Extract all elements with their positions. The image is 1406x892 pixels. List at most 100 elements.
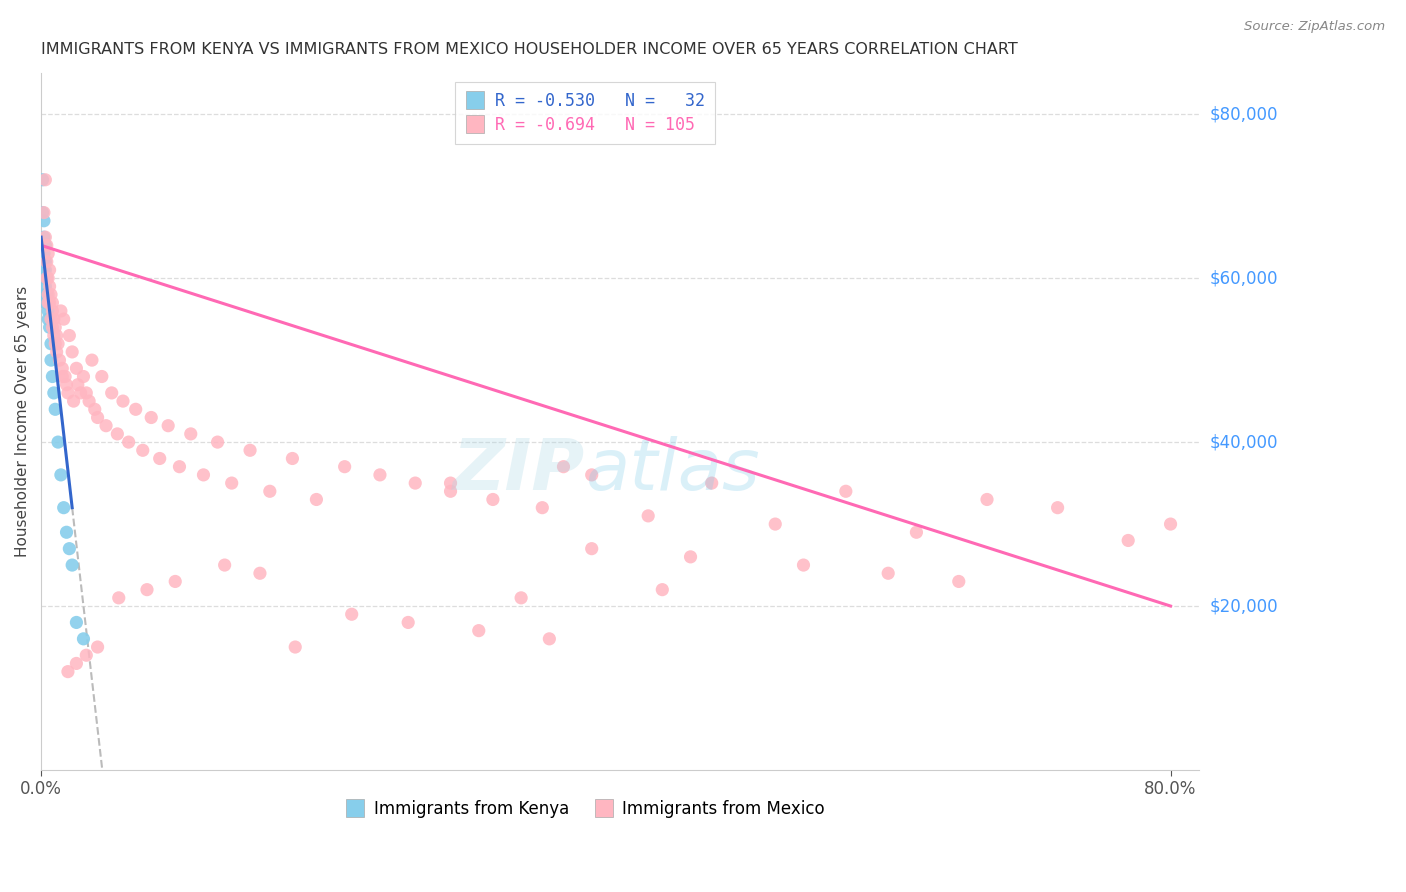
Point [581, 541, 603, 556]
Text: Source: ZipAtlas.com: Source: ZipAtlas.com [1244, 20, 1385, 33]
Point [39, 312, 62, 326]
Point [86, 640, 108, 654]
Point [404, 476, 426, 491]
Point [207, 435, 229, 450]
Point [35, 271, 58, 285]
Point [80, 353, 103, 368]
Text: atlas: atlas [585, 436, 759, 505]
Point [132, 443, 155, 458]
Point [107, 591, 129, 605]
Point [75, 385, 97, 400]
Point [169, 459, 191, 474]
Point [792, 558, 814, 572]
Point [44, 320, 66, 334]
Point [37, 312, 59, 326]
Point [56, 665, 79, 679]
Point [835, 484, 858, 499]
Point [39, 353, 62, 368]
Text: $20,000: $20,000 [1211, 597, 1278, 615]
Point [48, 353, 70, 368]
Point [41, 295, 63, 310]
Point [42, 328, 65, 343]
Point [976, 492, 998, 507]
Point [58, 541, 80, 556]
Point [39, 336, 62, 351]
Point [340, 607, 363, 622]
Point [468, 624, 491, 638]
Point [37, 271, 59, 285]
Text: ZIP: ZIP [453, 436, 585, 505]
Point [239, 443, 262, 458]
Point [32, 246, 55, 260]
Point [117, 435, 139, 450]
Legend: Immigrants from Kenya, Immigrants from Mexico: Immigrants from Kenya, Immigrants from M… [339, 793, 832, 824]
Point [58, 328, 80, 343]
Point [34, 238, 56, 252]
Point [72, 632, 94, 646]
Text: $60,000: $60,000 [1211, 269, 1278, 287]
Point [31, 173, 53, 187]
Point [763, 517, 786, 532]
Point [948, 574, 970, 589]
Point [581, 467, 603, 482]
Point [510, 591, 533, 605]
Point [41, 304, 63, 318]
Point [32, 254, 55, 268]
Point [52, 312, 75, 326]
Point [38, 320, 60, 334]
Point [193, 467, 215, 482]
Point [637, 508, 659, 523]
Point [55, 377, 77, 392]
Point [333, 459, 356, 474]
Point [66, 377, 89, 392]
Point [538, 632, 561, 646]
Point [41, 369, 63, 384]
Point [94, 418, 117, 433]
Point [679, 549, 702, 564]
Point [53, 369, 76, 384]
Point [284, 640, 307, 654]
Y-axis label: Householder Income Over 65 years: Householder Income Over 65 years [15, 286, 30, 558]
Point [60, 558, 83, 572]
Point [83, 402, 105, 417]
Point [45, 345, 67, 359]
Point [439, 484, 461, 499]
Point [31, 205, 53, 219]
Point [38, 263, 60, 277]
Point [368, 467, 391, 482]
Point [125, 402, 148, 417]
Point [651, 582, 673, 597]
Point [32, 263, 55, 277]
Point [62, 394, 84, 409]
Point [136, 582, 159, 597]
Point [65, 657, 87, 671]
Point [100, 385, 122, 400]
Point [52, 500, 75, 515]
Point [44, 402, 66, 417]
Point [69, 385, 91, 400]
Point [34, 279, 56, 293]
Point [32, 230, 55, 244]
Point [49, 467, 72, 482]
Point [439, 476, 461, 491]
Point [180, 426, 202, 441]
Point [32, 205, 55, 219]
Point [482, 492, 505, 507]
Point [34, 254, 56, 268]
Point [56, 385, 79, 400]
Point [45, 328, 67, 343]
Point [1116, 533, 1139, 548]
Point [38, 279, 60, 293]
Point [60, 345, 83, 359]
Point [55, 525, 77, 540]
Point [38, 295, 60, 310]
Point [111, 394, 134, 409]
Point [34, 287, 56, 301]
Point [65, 361, 87, 376]
Point [259, 484, 281, 499]
Point [44, 336, 66, 351]
Point [700, 476, 723, 491]
Point [65, 615, 87, 630]
Point [37, 287, 59, 301]
Point [396, 615, 419, 630]
